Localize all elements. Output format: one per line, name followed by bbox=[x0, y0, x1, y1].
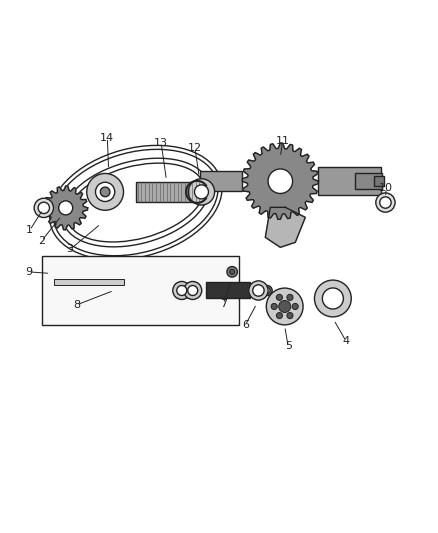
Text: 7: 7 bbox=[220, 299, 227, 309]
Circle shape bbox=[262, 286, 272, 295]
Circle shape bbox=[264, 287, 270, 294]
Circle shape bbox=[276, 294, 283, 301]
Circle shape bbox=[38, 202, 49, 214]
Text: 5: 5 bbox=[285, 342, 292, 351]
Bar bbox=[206, 282, 250, 298]
Circle shape bbox=[177, 286, 187, 295]
Circle shape bbox=[87, 173, 124, 211]
Bar bbox=[200, 171, 242, 191]
Circle shape bbox=[173, 281, 191, 300]
Circle shape bbox=[95, 182, 115, 201]
Circle shape bbox=[322, 288, 343, 309]
Circle shape bbox=[251, 286, 261, 295]
Bar bbox=[136, 182, 201, 201]
Bar bbox=[42, 256, 239, 325]
Circle shape bbox=[188, 286, 198, 295]
Circle shape bbox=[188, 179, 215, 205]
Text: 4: 4 bbox=[343, 336, 350, 346]
Circle shape bbox=[59, 201, 73, 215]
Circle shape bbox=[276, 312, 283, 319]
Circle shape bbox=[227, 266, 237, 277]
Polygon shape bbox=[242, 143, 318, 219]
Circle shape bbox=[380, 197, 391, 208]
Text: 13: 13 bbox=[154, 138, 168, 148]
Text: 9: 9 bbox=[25, 267, 32, 277]
Circle shape bbox=[376, 193, 395, 212]
Circle shape bbox=[314, 280, 351, 317]
Circle shape bbox=[100, 187, 110, 197]
Bar bbox=[318, 167, 381, 195]
Circle shape bbox=[279, 301, 291, 312]
Bar bbox=[53, 279, 124, 285]
Text: 8: 8 bbox=[73, 300, 80, 310]
Text: 12: 12 bbox=[188, 143, 202, 153]
Circle shape bbox=[259, 287, 265, 294]
Circle shape bbox=[287, 312, 293, 319]
Circle shape bbox=[249, 281, 268, 300]
Text: 3: 3 bbox=[67, 245, 74, 254]
Bar bbox=[374, 176, 384, 186]
Bar bbox=[355, 173, 382, 189]
Circle shape bbox=[253, 287, 259, 294]
Text: 10: 10 bbox=[379, 183, 393, 192]
Polygon shape bbox=[44, 186, 88, 230]
Circle shape bbox=[271, 303, 277, 310]
Circle shape bbox=[292, 303, 298, 310]
Circle shape bbox=[230, 269, 235, 274]
Circle shape bbox=[253, 285, 264, 296]
Text: 2: 2 bbox=[38, 236, 45, 246]
Circle shape bbox=[257, 286, 267, 295]
Circle shape bbox=[194, 185, 208, 199]
Circle shape bbox=[184, 281, 202, 300]
Circle shape bbox=[287, 294, 293, 301]
Polygon shape bbox=[265, 207, 305, 247]
Text: 11: 11 bbox=[276, 136, 290, 146]
Text: 6: 6 bbox=[242, 320, 249, 330]
Text: 14: 14 bbox=[100, 133, 114, 142]
Circle shape bbox=[268, 169, 293, 193]
Text: 1: 1 bbox=[26, 225, 33, 235]
Circle shape bbox=[34, 198, 53, 217]
Circle shape bbox=[266, 288, 303, 325]
